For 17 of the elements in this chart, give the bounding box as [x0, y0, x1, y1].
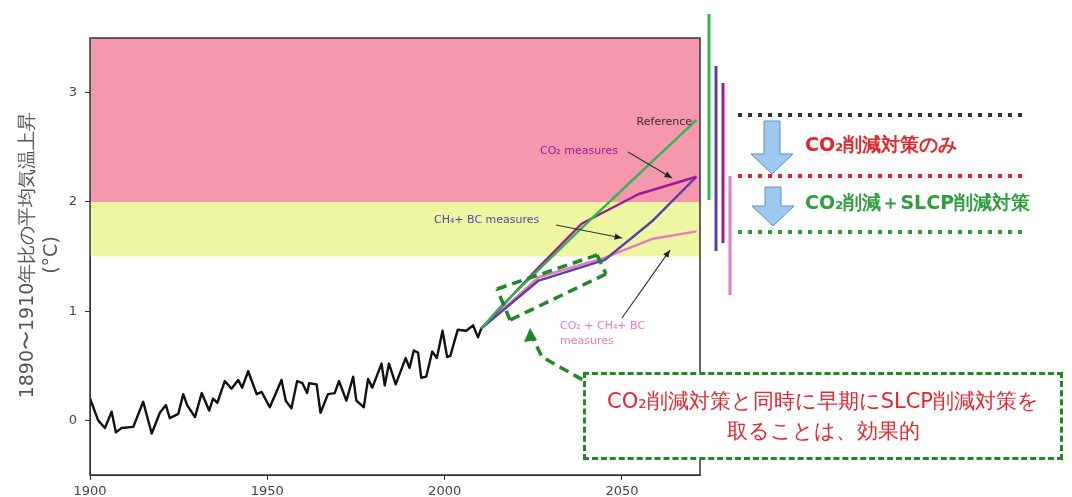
dashed-note-box: CO₂削減対策と同時に早期にSLCP削減対策を取ることは、効果的 [583, 372, 1063, 460]
text: CO₂削減対策のみ [805, 132, 958, 157]
series-label: Reference [635, 114, 692, 129]
y-tick-label: 1 [68, 302, 77, 318]
y-tick-label: 2 [68, 193, 77, 209]
y-tick-label: 3 [68, 84, 77, 99]
text: CO₂ measures [540, 143, 619, 158]
x-tick-label: 1950 [250, 483, 284, 497]
y-axis-title: 1890〜1910年比の平均気温上昇 (°C) [14, 110, 62, 401]
text: CO₂削減＋SLCP削減対策 [805, 190, 1031, 215]
annotation: CO₂削減対策と同時に早期にSLCP削減対策を取ることは、効果的 [606, 388, 1040, 445]
text: CH₄+ BC measures [434, 212, 541, 227]
y-tick-label: 0 [68, 411, 77, 427]
x-tick-label: 2050 [605, 483, 639, 497]
x-tick-label: 2000 [428, 483, 462, 497]
text: CO₂ + CH₄+ BC measures [560, 318, 647, 348]
x-tick-label: 1900 [73, 483, 107, 497]
